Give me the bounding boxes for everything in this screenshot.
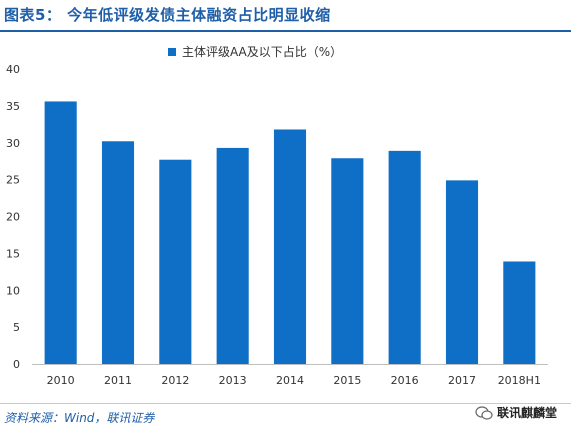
y-tick-label: 5 — [13, 321, 20, 334]
x-tick-label: 2016 — [391, 374, 419, 387]
watermark: 联讯麒麟堂 — [475, 404, 557, 421]
y-tick-label: 25 — [6, 174, 20, 187]
chart-title: 图表5： 今年低评级发债主体融资占比明显收缩 — [4, 6, 331, 24]
bar — [101, 141, 135, 364]
legend-label: 主体评级AA及以下占比（%） — [182, 45, 343, 59]
bar — [331, 158, 364, 364]
y-tick-label: 20 — [6, 211, 20, 224]
bar — [388, 150, 421, 364]
bar — [445, 180, 479, 364]
x-tick-label: 2013 — [219, 374, 247, 387]
x-tick-label: 2018H1 — [498, 374, 541, 387]
y-tick-label: 40 — [6, 63, 20, 76]
y-tick-label: 0 — [13, 358, 20, 371]
x-tick-label: 2015 — [333, 374, 361, 387]
x-tick-label: 2014 — [276, 374, 304, 387]
bar — [503, 261, 536, 364]
bar-chart: 0 5 10 15 20 25 30 35 40 2010 2011 2012 2013 2014 2015… — [6, 63, 548, 387]
x-tick-label: 2010 — [47, 374, 75, 387]
bar — [159, 159, 192, 364]
wechat-icon — [475, 405, 493, 420]
bar — [273, 129, 307, 364]
source-note: 资料来源：Wind，联讯证券 — [4, 411, 155, 425]
title-divider — [0, 30, 571, 32]
legend: 主体评级AA及以下占比（%） — [168, 43, 342, 60]
source-divider — [0, 403, 571, 404]
x-tick-label: 2012 — [161, 374, 189, 387]
y-tick-label: 15 — [6, 247, 20, 260]
x-tick-label: 2011 — [104, 374, 132, 387]
legend-swatch — [168, 47, 176, 56]
watermark-label: 联讯麒麟堂 — [496, 406, 557, 420]
bar — [44, 101, 77, 364]
x-tick-label: 2017 — [448, 374, 476, 387]
bar — [216, 147, 249, 364]
y-tick-label: 10 — [6, 284, 20, 297]
y-tick-label: 30 — [6, 137, 20, 150]
y-tick-label: 35 — [6, 100, 20, 113]
